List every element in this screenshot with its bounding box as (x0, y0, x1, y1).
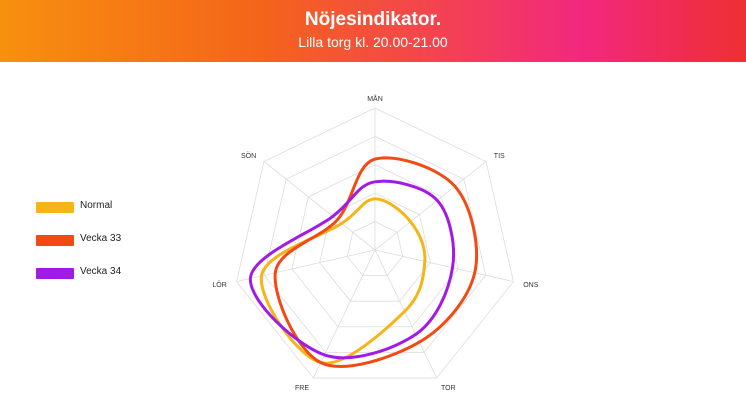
grid-spoke-6 (263, 161, 376, 251)
grid-spoke-4 (313, 249, 376, 379)
series-line-vecka-34 (248, 179, 456, 360)
legend-label-vecka-33: Vecka 33 (80, 233, 122, 244)
legend-label-normal: Normal (80, 200, 113, 211)
axis-label-6: SÖN (241, 152, 256, 160)
grid-spoke-3 (374, 249, 437, 379)
radar-chart: MÅN TIS ONS TOR FRE LÖR SÖN (212, 94, 538, 392)
axis-label-3: TOR (441, 385, 456, 392)
axis-label-2: ONS (523, 282, 539, 289)
chart-title: Nöjesindikator. (304, 9, 442, 30)
legend-swatch-vecka-34 (36, 268, 74, 279)
grid-ring-2 (319, 192, 431, 302)
radar-series (248, 156, 478, 368)
series-line-normal (259, 197, 427, 365)
grid-spoke-1 (374, 161, 487, 251)
axis-label-0: MÅN (367, 94, 383, 103)
chart-header: Nöjesindikator. Lilla torg kl. 20.00-21.… (0, 0, 746, 62)
chart-subtitle: Lilla torg kl. 20.00-21.00 (298, 34, 448, 50)
axis-labels: MÅN TIS ONS TOR FRE LÖR SÖN (212, 94, 538, 392)
grid-spoke-2 (374, 249, 514, 282)
grid-ring-1 (346, 221, 404, 276)
axis-label-5: LÖR (212, 281, 226, 289)
axis-label-1: TIS (494, 153, 505, 160)
grid-spoke-5 (236, 249, 376, 282)
legend-swatch-normal (36, 202, 74, 213)
grid-ring-5 (236, 107, 514, 379)
legend-label-vecka-34: Vecka 34 (80, 266, 122, 277)
series-line-vecka-33 (273, 156, 478, 368)
legend-swatch-vecka-33 (36, 235, 74, 246)
axis-label-4: FRE (295, 385, 309, 392)
